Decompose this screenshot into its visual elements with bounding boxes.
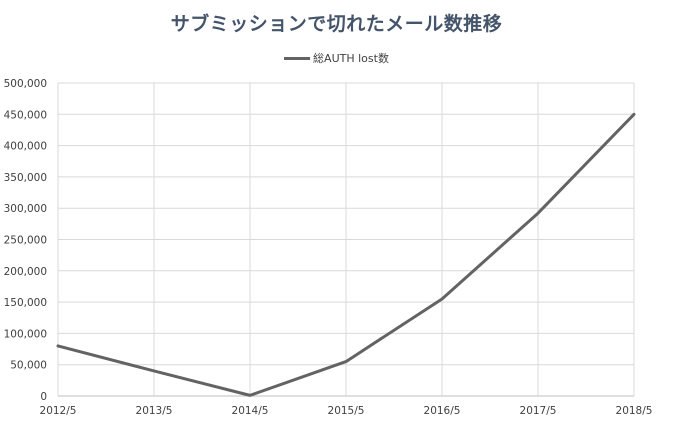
x-tick-label: 2018/5 [616,405,653,417]
x-tick-label: 2012/5 [40,405,77,417]
series-line [56,112,636,397]
x-tick-label: 2015/5 [328,405,365,417]
x-tick-label: 2014/5 [232,405,269,417]
legend-label: 総AUTH lost数 [313,52,389,65]
grid-lines [57,82,635,397]
y-tick-label: 350,000 [4,172,47,184]
x-axis: 2012/5 2013/5 2014/5 2015/5 2016/5 2017/5 2018… [40,405,653,417]
y-tick-label: 100,000 [4,328,47,340]
y-axis: 0 50,000 100,000 150,000 200,000 250,000 300,0… [4,78,47,403]
y-tick-label: 150,000 [4,297,47,309]
y-tick-label: 250,000 [4,235,47,247]
legend-swatch [284,56,311,60]
y-tick-label: 450,000 [4,109,47,121]
y-tick-label: 400,000 [4,141,47,153]
x-tick-label: 2017/5 [520,405,557,417]
y-tick-label: 500,000 [4,78,47,90]
series-layer [56,112,636,397]
y-tick-label: 50,000 [10,360,47,372]
x-tick-label: 2013/5 [136,405,173,417]
y-tick-label: 200,000 [4,266,47,278]
y-tick-label: 0 [40,391,47,403]
legend: 総AUTH lost数 [0,50,673,66]
chart-title: サブミッションで切れたメール数推移 [170,13,503,35]
y-tick-label: 300,000 [4,203,47,215]
x-tick-label: 2016/5 [424,405,461,417]
